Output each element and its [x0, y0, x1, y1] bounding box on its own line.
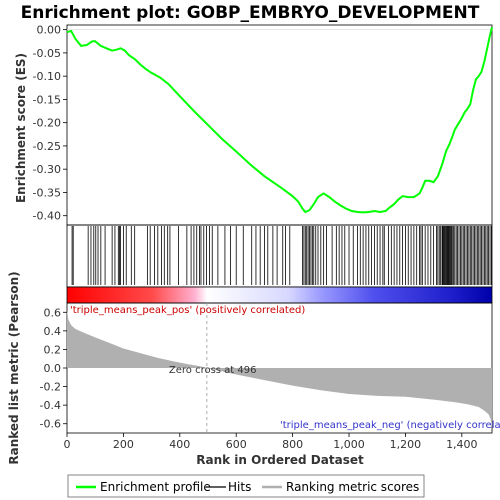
x-tick-label: 1,000	[333, 438, 365, 451]
ranking-y-tick-label: 0.2	[44, 343, 62, 356]
es-y-axis: 0.00 -0.05 -0.10 -0.15 -0.20 -0.25 -0.30 -0.35 -…	[33, 24, 67, 223]
ranking-metric-area	[67, 310, 492, 428]
es-y-axis-label: Enrichment score (ES)	[14, 53, 28, 203]
ranking-y-axis: 0.6 0.4 0.2 0.0 -0.2 -0.4 -0.6	[40, 306, 67, 431]
enrichment-profile-line	[66, 27, 493, 214]
es-y-tick-label: -0.20	[33, 117, 61, 130]
x-tick-label: 200	[113, 438, 134, 451]
hits-group	[71, 226, 492, 285]
ranking-y-axis-label: Ranked list metric (Pearson)	[7, 271, 21, 464]
legend-profile-label: Enrichment profile	[100, 480, 211, 494]
es-y-tick-label: -0.10	[33, 70, 61, 83]
es-y-tick-label: -0.35	[33, 186, 61, 199]
es-y-tick-label: -0.15	[33, 93, 61, 106]
ranking-y-tick-label: -0.2	[40, 381, 61, 394]
legend-metric-label: Ranking metric scores	[286, 480, 419, 494]
x-tick-label: 1,200	[390, 438, 422, 451]
es-y-tick-label: -0.30	[33, 163, 61, 176]
negative-correlation-label: 'triple_means_peak_neg' (negatively corr…	[280, 420, 500, 431]
es-y-tick-label: 0.00	[37, 24, 62, 37]
ranking-y-tick-label: 0.4	[44, 325, 62, 338]
rank-color-bar	[66, 286, 493, 304]
x-tick-label: 1,400	[446, 438, 478, 451]
x-tick-label: 0	[64, 438, 71, 451]
legend: Enrichment profile Hits Ranking metric s…	[67, 474, 425, 498]
ranking-y-tick-label: -0.4	[40, 399, 61, 412]
x-axis: 0 200 400 600 800 1,000 1,200 1,400	[64, 433, 478, 451]
es-y-tick-label: -0.25	[33, 140, 61, 153]
x-axis-label: Rank in Ordered Dataset	[196, 453, 364, 467]
es-y-tick-label: -0.40	[33, 210, 61, 223]
x-tick-label: 600	[226, 438, 247, 451]
es-y-tick-label: -0.05	[33, 47, 61, 60]
es-plot-frame	[66, 24, 493, 226]
x-tick-label: 400	[169, 438, 190, 451]
legend-frame	[67, 474, 425, 498]
positive-correlation-label: 'triple_means_peak_pos' (positively corr…	[70, 305, 305, 316]
chart-title: Enrichment plot: GOBP_EMBRYO_DEVELOPMENT	[21, 3, 480, 23]
legend-hits-label: Hits	[228, 480, 251, 494]
zero-cross-label: Zero cross at 496	[169, 365, 257, 376]
ranking-y-tick-label: 0.6	[44, 306, 62, 319]
ranking-y-tick-label: -0.6	[40, 418, 61, 431]
ranking-y-tick-label: 0.0	[44, 362, 62, 375]
x-tick-label: 800	[282, 438, 303, 451]
